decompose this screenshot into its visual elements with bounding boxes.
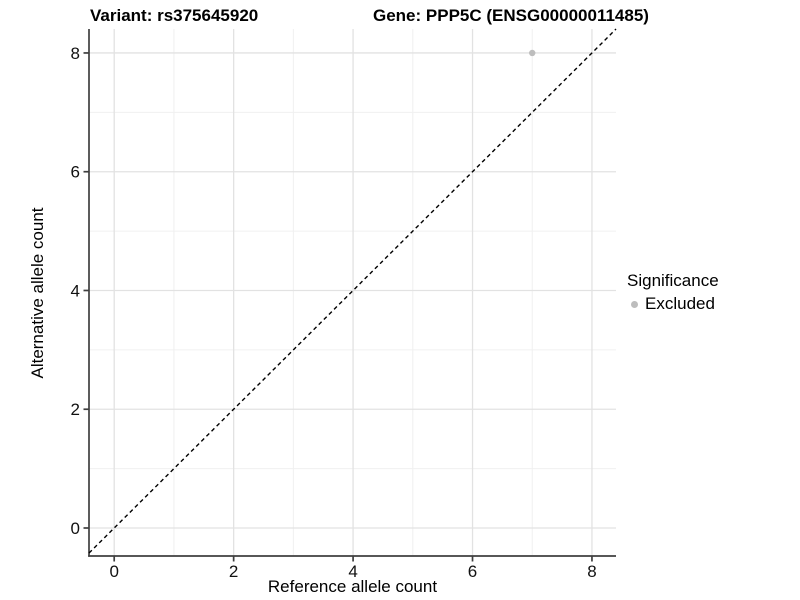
data-points — [529, 49, 536, 57]
data-point — [529, 49, 536, 57]
identity-line — [88, 28, 617, 554]
axis-lines — [88, 29, 616, 557]
y-tick-label: 4 — [71, 281, 80, 300]
major-gridlines — [89, 29, 616, 556]
plot-title-variant: Variant: rs375645920 — [90, 6, 259, 25]
tick-labels: 0 2 4 6 8 0 2 4 6 8 — [71, 44, 597, 581]
legend-title: Significance — [627, 271, 719, 290]
tick-marks — [83, 52, 593, 562]
y-tick-label: 6 — [71, 163, 80, 182]
y-tick-label: 8 — [71, 44, 80, 63]
x-axis-title: Reference allele count — [267, 577, 438, 596]
legend-item-label: Excluded — [645, 294, 715, 313]
y-tick-label: 0 — [71, 519, 80, 538]
y-axis-title: Alternative allele count — [28, 207, 47, 379]
x-tick-label: 2 — [229, 562, 238, 581]
y-tick-label: 2 — [71, 400, 80, 419]
plot-title-gene: Gene: PPP5C (ENSG00000011485) — [373, 6, 649, 25]
legend: Significance Excluded — [627, 271, 719, 314]
x-tick-label: 4 — [348, 562, 357, 581]
x-tick-label: 6 — [468, 562, 477, 581]
x-tick-label: 0 — [109, 562, 118, 581]
legend-item-excluded: Excluded — [627, 294, 719, 314]
legend-point-icon — [631, 300, 638, 308]
x-tick-label: 8 — [587, 562, 596, 581]
